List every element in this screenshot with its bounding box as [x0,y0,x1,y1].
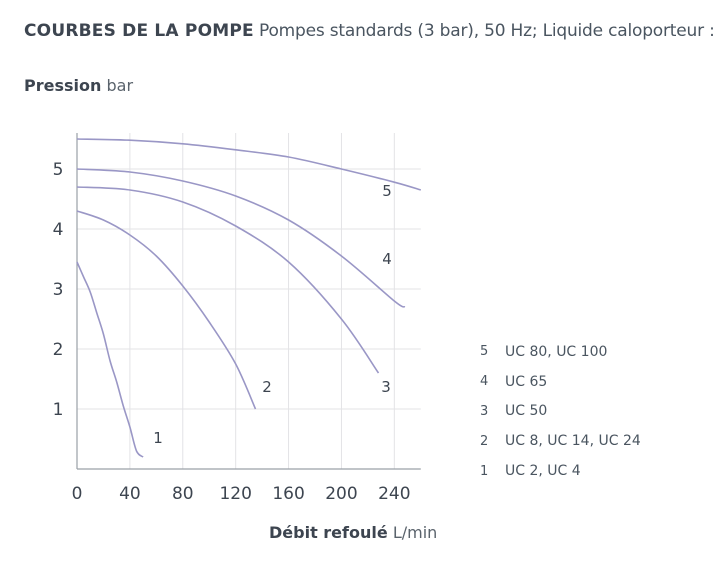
y-axis-label: Pression bar [24,76,133,95]
legend-item: 2 UC 8, UC 14, UC 24 [480,426,641,456]
y-tick-label: 3 [53,280,64,300]
legend-label: UC 2, UC 4 [505,463,581,480]
legend-item: 4 UC 65 [480,367,641,397]
x-axis-unit: L/min [392,523,438,542]
curve-number-label: 2 [262,378,272,396]
x-axis-label: Débit refoulé L/min [269,523,437,542]
x-tick-label: 80 [172,484,194,504]
curve-number-label: 3 [381,378,391,396]
curve-number-label: 4 [382,250,392,268]
y-tick-label: 4 [53,220,64,240]
x-tick-label: 200 [325,484,357,504]
legend-label: UC 8, UC 14, UC 24 [505,433,641,450]
chart-subtitle: Pompes standards (3 bar), 50 Hz; Liquide… [259,21,720,41]
x-tick-label: 0 [72,484,83,504]
legend-label: UC 65 [505,373,548,390]
pump-curve-1 [76,261,144,458]
y-axis-unit: bar [106,76,134,95]
x-tick-label: 120 [219,484,251,504]
pump-curve-5 [76,138,422,191]
legend-item: 1 UC 2, UC 4 [480,456,641,486]
legend-label: UC 80, UC 100 [505,343,608,360]
chart-title-bold: COURBES DE LA POMPE [24,21,254,41]
legend-number: 4 [480,374,489,390]
legend-item: 5 UC 80, UC 100 [480,337,641,367]
legend-number: 3 [480,403,489,419]
x-axis-label-bold: Débit refoulé [269,523,388,542]
legend-number: 2 [480,433,489,449]
y-axis-label-bold: Pression [24,76,102,95]
curve-number-label: 1 [153,429,163,447]
legend: 5 UC 80, UC 100 4 UC 65 3 UC 50 2 UC 8, UC 14, … [480,337,641,486]
legend-number: 1 [480,463,489,479]
y-tick-label: 2 [53,340,64,360]
x-tick-label: 240 [378,484,410,504]
pump-curve-2 [76,210,257,410]
x-tick-label: 160 [272,484,304,504]
pump-curve-3 [76,186,380,374]
legend-number: 5 [480,344,489,360]
y-tick-label: 1 [53,400,64,420]
curve-number-label: 5 [382,182,392,200]
y-tick-label: 5 [53,160,64,180]
legend-item: 3 UC 50 [480,397,641,427]
x-tick-label: 40 [119,484,141,504]
pump-curve-4 [76,168,406,308]
legend-label: UC 50 [505,403,548,420]
chart-title: COURBES DE LA POMPE Pompes standards (3 … [24,21,720,41]
